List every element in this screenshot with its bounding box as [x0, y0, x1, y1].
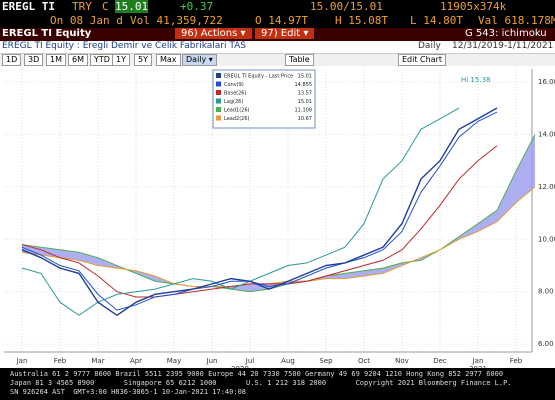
legend-label: Base(26): [224, 91, 246, 97]
function-name: G 543: ichimoku: [465, 28, 547, 39]
value: Val 618.178M: [478, 14, 555, 27]
legend-value: 11.108: [295, 108, 313, 114]
footer-line: Japan 81 3 4565 8900 Singapore 65 6212 1…: [10, 379, 512, 387]
series-line: [21, 107, 498, 317]
frequency: Daily: [418, 41, 441, 51]
period-menu[interactable]: Daily ▾: [182, 54, 217, 66]
legend-swatch: [216, 81, 221, 87]
x-tick-label: Aug: [281, 357, 295, 365]
toolbar: Daily ▾ Table Edit Chart 1D 3D 1M 6M YTD 1Y 5Y…: [0, 54, 555, 66]
range-button[interactable]: YTD: [90, 54, 114, 66]
series-line: [21, 134, 536, 293]
legend-value: 10.67: [298, 116, 312, 122]
actions-menu[interactable]: 96) Actions ▾: [175, 28, 252, 39]
y-tick-label: 12.00: [538, 183, 555, 191]
description-row: EREGL TI Equity : Eregli Demir ve Celik …: [0, 41, 555, 54]
legend-swatch: [216, 73, 221, 78]
year-label: 2021: [469, 365, 487, 368]
ichimoku-cloud: [22, 134, 535, 292]
description: EREGL TI Equity : Eregli Demir ve Celik …: [2, 41, 247, 51]
date-range: 12/31/2019-1/11/2021: [452, 41, 554, 51]
legend-label: Lag(26): [224, 99, 243, 105]
bid-ask: 15.00/15.01: [310, 0, 383, 13]
quote-row: EREGL TI TRY C 15.01 +0.37 15.00/15.01 1…: [0, 0, 555, 14]
x-tick-label: Oct: [358, 357, 370, 365]
command-bar: EREGL TI Equity 96) Actions ▾ 97) Edit ▾…: [0, 28, 555, 41]
legend-value: 14.855: [295, 82, 313, 88]
range-button[interactable]: Max: [156, 54, 181, 66]
on-date: On 08 Jan d: [50, 14, 123, 27]
legend-value: 15.01: [298, 74, 312, 80]
x-tick-label: May: [167, 357, 181, 365]
range-button[interactable]: 1Y: [112, 54, 130, 66]
legend-swatch: [216, 90, 221, 95]
legend-swatch: [216, 107, 221, 112]
table-button[interactable]: Table: [285, 54, 314, 66]
close-flag: C: [102, 0, 109, 13]
chart: 6.00 8.00 10.00 12.00 14.00 16.00 Jan Feb Mar Apr…: [0, 66, 555, 368]
x-tick-label: Jun: [206, 357, 218, 365]
series-line: [21, 186, 536, 287]
legend-label: EREGL TI Equity - Last Price: [224, 74, 293, 80]
currency: TRY: [72, 0, 92, 13]
legend-value: 13.57: [298, 91, 312, 97]
legend-swatch: [216, 98, 221, 104]
y-tick-label: 8.00: [538, 288, 554, 296]
stats-row: On 08 Jan d Vol 41,359,722 O 14.97T H 15…: [0, 14, 555, 28]
y-tick-label: 16.00: [538, 78, 555, 86]
ticker: EREGL TI: [2, 0, 55, 13]
x-tick-label: Jan: [472, 357, 484, 365]
y-tick-label: 14.00: [538, 131, 555, 139]
legend-label: Conv(9): [224, 82, 244, 88]
series-line: [21, 107, 460, 316]
footer-line: Australia 61 2 9777 8600 Brazil 5511 239…: [10, 370, 504, 378]
change: +0.37: [180, 0, 214, 13]
legend-box: [212, 69, 316, 129]
range-button[interactable]: 1D: [2, 54, 22, 66]
range-button[interactable]: 1M: [46, 54, 66, 66]
year-label: 2020: [231, 365, 249, 368]
x-tick-label: Nov: [395, 357, 409, 365]
last-price: 15.01: [115, 0, 149, 13]
y-tick-label: 6.00: [538, 340, 554, 348]
x-tick-label: Jan: [16, 357, 28, 365]
open: O 14.97T: [255, 14, 308, 27]
x-tick-label: Jul: [245, 357, 255, 365]
legend-label: Lead2(26): [224, 116, 250, 122]
footer: Australia 61 2 9777 8600 Brazil 5511 239…: [10, 370, 512, 397]
low: L 14.80T: [410, 14, 463, 27]
y-tick-label: 10.00: [538, 235, 555, 243]
series-line: [21, 145, 498, 298]
range-button[interactable]: 3D: [24, 54, 44, 66]
size: 11905x374k: [440, 0, 507, 13]
footer-line: SN 926264 AST GMT+3:00 H836-3065-1 10-Ja…: [10, 388, 247, 396]
legend-label: Lead1(26): [224, 108, 250, 114]
range-button[interactable]: 5Y: [134, 54, 152, 66]
legend-swatch: [216, 115, 221, 121]
x-tick-label: Feb: [54, 357, 67, 365]
range-button[interactable]: 6M: [68, 54, 88, 66]
security: EREGL TI Equity: [2, 28, 92, 39]
high-annotation: Hi 15.38: [461, 76, 490, 84]
series-line: [21, 111, 498, 311]
x-tick-label: Mar: [91, 357, 104, 365]
high: H 15.08T: [335, 14, 388, 27]
x-tick-label: Sep: [319, 357, 333, 365]
legend: EREGL TI Equity - Last Price 15.01 Conv(9)…: [212, 69, 316, 129]
edit-menu[interactable]: 97) Edit ▾: [255, 28, 315, 39]
x-tick-label: Feb: [510, 357, 523, 365]
legend-value: 15.01: [298, 99, 312, 105]
edit-chart-button[interactable]: Edit Chart: [398, 54, 447, 66]
volume: Vol 41,359,722: [130, 14, 223, 27]
x-tick-label: Apr: [130, 357, 142, 365]
x-tick-label: Dec: [433, 357, 447, 365]
